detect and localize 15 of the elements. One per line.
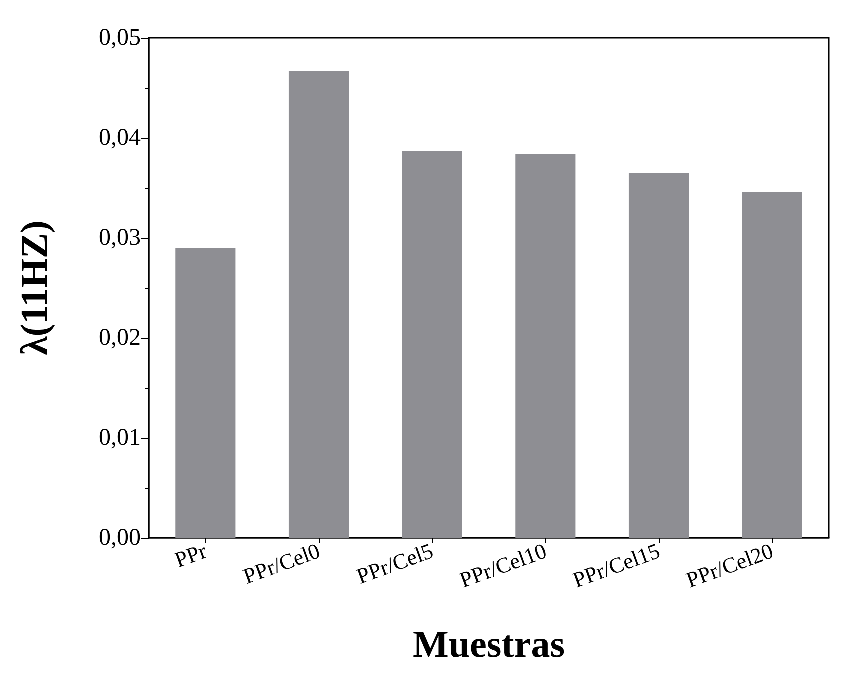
x-tick-label: PPr [172, 538, 211, 573]
bar [176, 248, 236, 538]
y-tick-label: 0,01 [99, 425, 141, 451]
x-axis-title: Muestras [413, 624, 565, 666]
y-tick-label: 0,04 [99, 125, 141, 151]
bar [742, 192, 802, 538]
y-tick-label: 0,00 [99, 525, 141, 551]
y-tick-label: 0,02 [99, 325, 141, 351]
bar [402, 151, 462, 538]
y-tick-label: 0,03 [99, 225, 141, 251]
bar [628, 173, 690, 538]
y-tick-label: 0,05 [99, 25, 141, 51]
y-axis-title: λ(11HZ) [14, 220, 56, 356]
bar [516, 154, 576, 538]
bar [288, 71, 350, 538]
